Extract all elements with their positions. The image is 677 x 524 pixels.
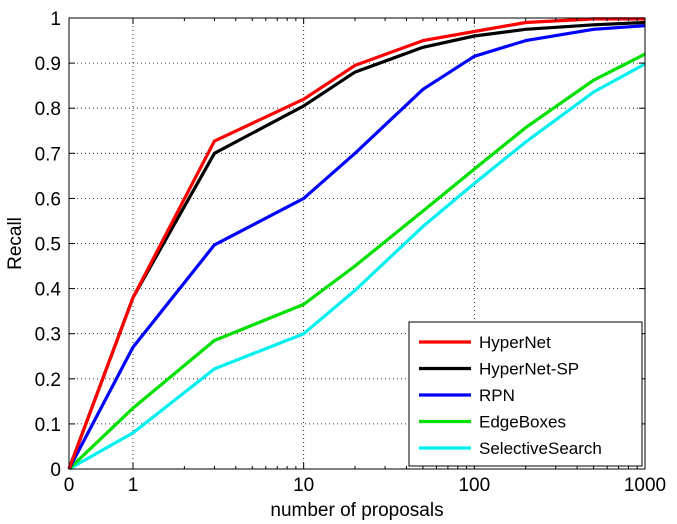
- series-line-hypernet-sp: [67, 20, 646, 470]
- series-line-edgeboxes: [67, 52, 646, 471]
- y-tick-label: 0.4: [35, 280, 62, 301]
- series-line-hypernet: [67, 17, 645, 470]
- y-axis-title: Recall: [5, 217, 26, 270]
- legend-label-hypernet: HyperNet: [479, 333, 551, 352]
- x-tick-label: 1000: [624, 475, 666, 496]
- x-tick-label: 10: [293, 475, 314, 496]
- x-axis-title: number of proposals: [270, 500, 443, 521]
- legend-label-selectivesearch: SelectiveSearch: [479, 439, 602, 458]
- axis-ticks: 0 1 10 100 1000 0 0.1 0.2 0.3 0.4 0.5 0.6 0.7 0.8 0.9 1: [35, 9, 667, 496]
- y-tick-label: 0.2: [35, 370, 61, 391]
- legend: HyperNet HyperNet-SP RPN EdgeBoxes Selective…: [408, 321, 643, 467]
- y-tick-label: 0: [50, 460, 61, 481]
- legend-label-rpn: RPN: [479, 386, 515, 405]
- legend-label-hypernet-sp: HyperNet-SP: [479, 360, 579, 379]
- y-tick-label: 0.3: [35, 325, 61, 346]
- y-tick-label: 1: [50, 9, 61, 30]
- series-lines: [67, 17, 646, 471]
- y-tick-label: 0.5: [35, 235, 61, 256]
- legend-label-edgeboxes: EdgeBoxes: [479, 413, 566, 432]
- series-line-selectivesearch: [68, 62, 646, 471]
- series-line-rpn: [67, 24, 646, 470]
- y-tick-label: 0.8: [35, 99, 61, 120]
- x-tick-label: 0: [64, 475, 75, 496]
- y-tick-label: 0.6: [35, 189, 61, 210]
- y-tick-label: 0.7: [35, 144, 61, 165]
- y-tick-label: 0.1: [35, 415, 61, 436]
- legend-items: HyperNet HyperNet-SP RPN EdgeBoxes Selective…: [419, 333, 602, 458]
- x-tick-label: 100: [458, 475, 490, 496]
- x-tick-label: 1: [128, 475, 139, 496]
- y-tick-label: 0.9: [35, 54, 61, 75]
